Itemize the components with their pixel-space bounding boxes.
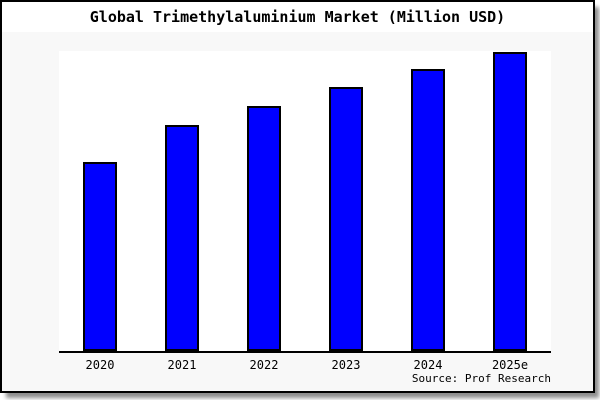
- x-tick-label-2023: 2023: [331, 358, 361, 372]
- chart-frame: Global Trimethylaluminium Market (Millio…: [0, 0, 595, 393]
- x-tick-label-2022: 2022: [249, 358, 279, 372]
- chart-title: Global Trimethylaluminium Market (Millio…: [2, 2, 593, 32]
- bar-slot: [141, 51, 223, 351]
- x-tick-label-2020: 2020: [85, 358, 115, 372]
- bar-2022: [247, 106, 281, 351]
- bar-2021: [165, 125, 199, 351]
- bar-2025e: [493, 52, 527, 351]
- bar-slot: [387, 51, 469, 351]
- bar-slot: [223, 51, 305, 351]
- x-tick-label-2025e: 2025e: [491, 358, 529, 372]
- plot-area: [59, 51, 551, 353]
- bars: [59, 51, 551, 351]
- x-tick-label-2024: 2024: [413, 358, 443, 372]
- bar-2024: [411, 69, 445, 351]
- bar-slot: [469, 51, 551, 351]
- bar-2023: [329, 87, 363, 351]
- x-axis-labels: 2020 2021 2022 2023 2024 2025e: [59, 358, 551, 372]
- bar-slot: [305, 51, 387, 351]
- source-credit: Source: Prof Research: [411, 372, 551, 385]
- bar-slot: [59, 51, 141, 351]
- x-tick-label-2021: 2021: [167, 358, 197, 372]
- bar-2020: [83, 162, 117, 351]
